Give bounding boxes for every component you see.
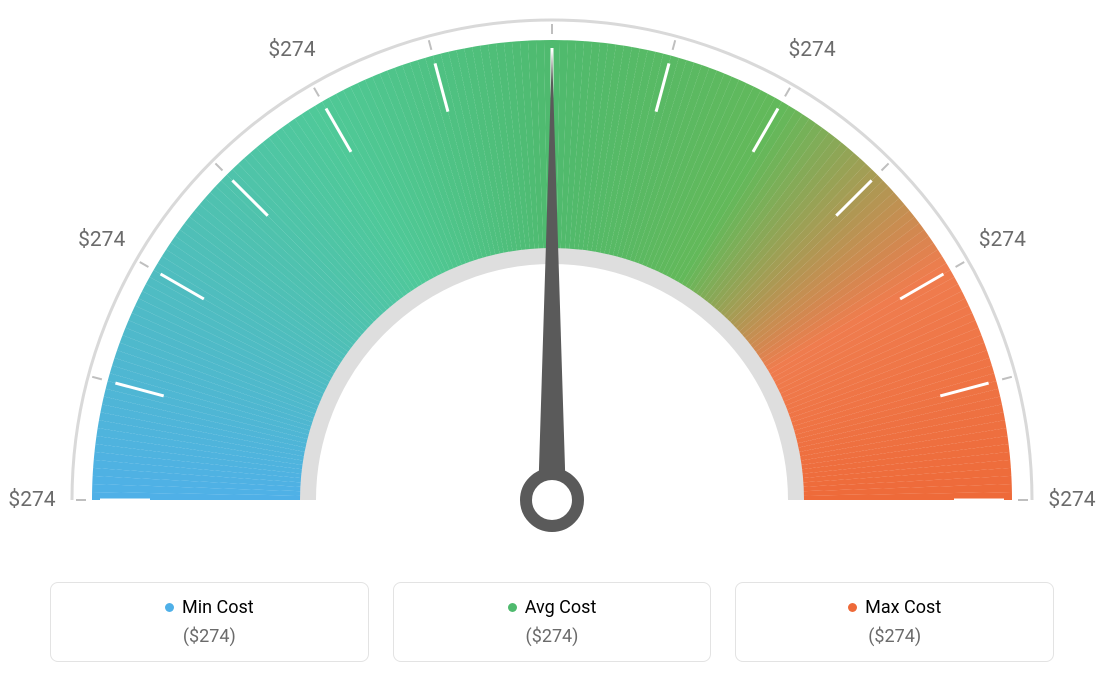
legend-label-avg: Avg Cost — [525, 597, 597, 618]
gauge-tick-label: $274 — [8, 488, 55, 512]
legend-dot-max — [848, 603, 857, 612]
legend-title-min: Min Cost — [165, 597, 254, 618]
legend-value-max: ($274) — [754, 626, 1035, 647]
legend-dot-avg — [508, 603, 517, 612]
gauge-tick-label: $274 — [78, 228, 125, 252]
legend-title-max: Max Cost — [848, 597, 941, 618]
legend-dot-min — [165, 603, 174, 612]
gauge-tick-label: $274 — [268, 38, 315, 62]
legend-label-min: Min Cost — [182, 597, 254, 618]
legend-card-max: Max Cost ($274) — [735, 582, 1054, 662]
legend-row: Min Cost ($274) Avg Cost ($274) Max Cost… — [50, 582, 1054, 662]
legend-card-avg: Avg Cost ($274) — [393, 582, 712, 662]
legend-value-avg: ($274) — [412, 626, 693, 647]
legend-card-min: Min Cost ($274) — [50, 582, 369, 662]
legend-value-min: ($274) — [69, 626, 350, 647]
gauge-tick-label: $274 — [788, 38, 835, 62]
legend-label-max: Max Cost — [865, 597, 941, 618]
gauge-tick-label: $274 — [1048, 488, 1095, 512]
gauge-chart: $274$274$274$274$274$274$274 — [0, 0, 1104, 560]
legend-title-avg: Avg Cost — [508, 597, 597, 618]
gauge-tick-label: $274 — [979, 228, 1026, 252]
cost-gauge-container: $274$274$274$274$274$274$274 Min Cost ($… — [0, 0, 1104, 690]
